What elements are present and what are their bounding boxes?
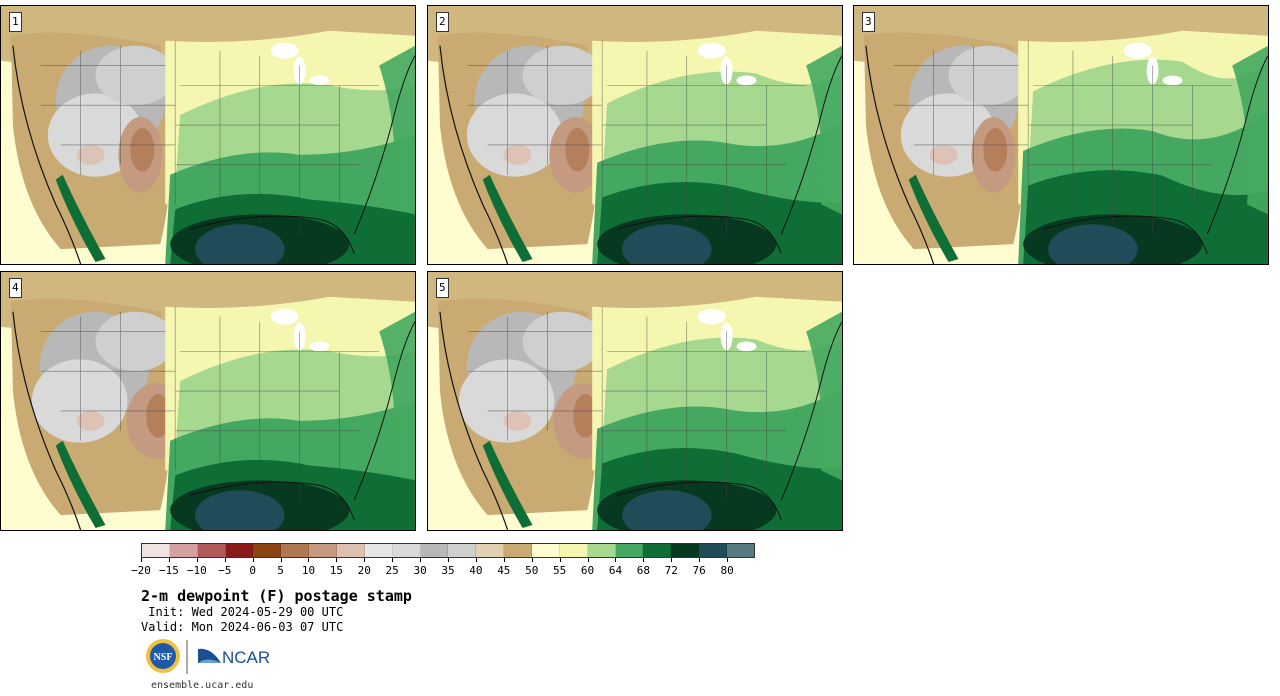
map-panel-1: 1 bbox=[0, 5, 416, 265]
ncar-logo: NCAR bbox=[198, 648, 270, 667]
chart-title: 2-m dewpoint (F) postage stamp bbox=[141, 587, 412, 605]
colorbar-swatch bbox=[142, 544, 170, 557]
colorbar-tick-label: 45 bbox=[497, 564, 511, 577]
colorbar-swatch bbox=[197, 544, 226, 557]
colorbar-swatch bbox=[559, 544, 588, 557]
colorbar-tick-label: 68 bbox=[636, 564, 650, 577]
colorbar-tick-mark bbox=[671, 558, 673, 562]
map-panel-3: 3 bbox=[853, 5, 1269, 265]
colorbar-tick-label: 76 bbox=[692, 564, 706, 577]
dewpoint-colorbar bbox=[141, 543, 755, 558]
colorbar-tick-mark bbox=[587, 558, 589, 562]
colorbar-swatch bbox=[253, 544, 282, 557]
colorbar-tick-mark bbox=[168, 558, 170, 562]
colorbar-swatch bbox=[504, 544, 533, 557]
colorbar-tick-mark bbox=[699, 558, 701, 562]
colorbar-tick-label: 5 bbox=[277, 564, 284, 577]
colorbar-tick-label: 0 bbox=[249, 564, 256, 577]
colorbar-swatch bbox=[392, 544, 421, 557]
colorbar-tick-label: 64 bbox=[608, 564, 623, 577]
member-label: 2 bbox=[436, 12, 449, 32]
colorbar-swatch bbox=[309, 544, 338, 557]
colorbar-swatch bbox=[420, 544, 449, 557]
colorbar-tick-label: −20 bbox=[131, 564, 151, 577]
colorbar-tick-label: 10 bbox=[301, 564, 316, 577]
member-label: 3 bbox=[862, 12, 875, 32]
dewpoint-map bbox=[1, 6, 415, 264]
logo-group: NSF NCAR bbox=[145, 637, 275, 677]
colorbar-tick-mark bbox=[559, 558, 561, 562]
colorbar-tick-mark bbox=[141, 558, 142, 562]
colorbar-tick-mark bbox=[392, 558, 394, 562]
colorbar-swatch bbox=[448, 544, 477, 557]
dewpoint-map bbox=[854, 6, 1268, 264]
colorbar-swatch bbox=[364, 544, 393, 557]
member-label: 5 bbox=[436, 278, 449, 298]
colorbar-tick-mark bbox=[252, 558, 254, 562]
colorbar-tick-label: 30 bbox=[413, 564, 427, 577]
colorbar-tick-mark bbox=[420, 558, 422, 562]
colorbar-tick-label: 50 bbox=[525, 564, 539, 577]
colorbar-tick-mark bbox=[531, 558, 533, 562]
colorbar-swatch bbox=[643, 544, 672, 557]
colorbar-tick-label: 20 bbox=[357, 564, 371, 577]
footer-url[interactable]: ensemble.ucar.edu bbox=[151, 680, 254, 691]
colorbar-swatch bbox=[225, 544, 254, 557]
colorbar-tick-label: 72 bbox=[664, 564, 678, 577]
colorbar-tick-label: 40 bbox=[469, 564, 483, 577]
nsf-logo: NSF bbox=[146, 639, 180, 673]
colorbar-swatch bbox=[671, 544, 700, 557]
colorbar-swatch bbox=[727, 544, 754, 557]
dewpoint-map bbox=[428, 6, 842, 264]
colorbar-tick-label: 35 bbox=[441, 564, 455, 577]
member-label: 1 bbox=[9, 12, 22, 32]
colorbar-swatch bbox=[615, 544, 644, 557]
valid-time: Valid: Mon 2024-06-03 07 UTC bbox=[141, 620, 344, 634]
colorbar-tick-mark bbox=[280, 558, 282, 562]
colorbar-tick-mark bbox=[643, 558, 645, 562]
colorbar-tick-label: 25 bbox=[385, 564, 399, 577]
colorbar-tick-label: 55 bbox=[553, 564, 567, 577]
colorbar-swatch bbox=[587, 544, 616, 557]
map-panel-5: 5 bbox=[427, 271, 843, 531]
ncar-logo-text: NCAR bbox=[222, 648, 270, 667]
colorbar-swatch bbox=[532, 544, 560, 557]
colorbar-swatch bbox=[281, 544, 310, 557]
colorbar-swatch bbox=[337, 544, 365, 557]
colorbar-tick-label: −10 bbox=[186, 564, 207, 577]
colorbar-tick-mark bbox=[224, 558, 226, 562]
member-label: 4 bbox=[9, 278, 22, 298]
colorbar-tick-label: −15 bbox=[158, 564, 179, 577]
map-panel-4: 4 bbox=[0, 271, 416, 531]
colorbar-swatch bbox=[699, 544, 728, 557]
colorbar-swatch bbox=[476, 544, 505, 557]
colorbar-tick-mark bbox=[503, 558, 505, 562]
colorbar-tick-mark bbox=[196, 558, 198, 562]
colorbar-tick-mark bbox=[448, 558, 449, 562]
colorbar-tick-label: 80 bbox=[720, 564, 734, 577]
nsf-logo-text: NSF bbox=[154, 652, 173, 663]
colorbar-tick-label: −5 bbox=[218, 564, 232, 577]
colorbar-tick-mark bbox=[727, 558, 729, 562]
colorbar-swatch bbox=[169, 544, 198, 557]
colorbar-tick-label: 60 bbox=[580, 564, 595, 577]
map-panel-2: 2 bbox=[427, 5, 843, 265]
colorbar-tick-mark bbox=[615, 558, 617, 562]
colorbar-tick-mark bbox=[475, 558, 477, 562]
colorbar-tick-mark bbox=[336, 558, 338, 562]
init-time: Init: Wed 2024-05-29 00 UTC bbox=[141, 605, 344, 619]
colorbar-tick-mark bbox=[308, 558, 310, 562]
dewpoint-map bbox=[1, 272, 415, 530]
colorbar-tick-label: 15 bbox=[329, 564, 343, 577]
colorbar-tick-mark bbox=[364, 558, 366, 562]
dewpoint-map bbox=[428, 272, 842, 530]
colorbar-ticks: −20 −15 −10 −5 0 5 10 15 20 25 30 35 40 45 50 55 60 64 68 7… bbox=[131, 558, 755, 578]
